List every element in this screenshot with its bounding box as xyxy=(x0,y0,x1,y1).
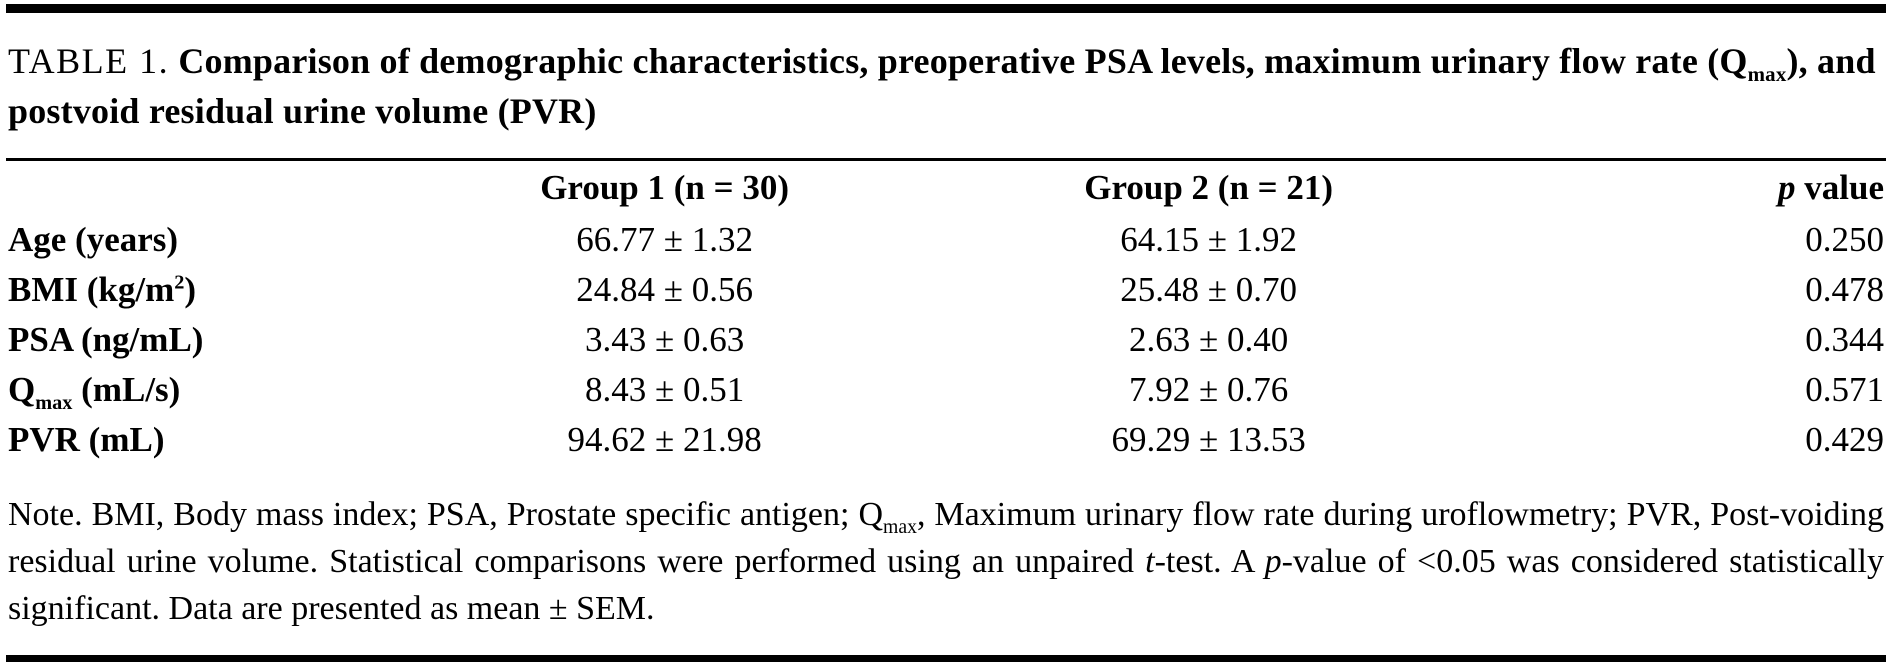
cell-pvalue: 0.478 xyxy=(1805,270,1884,309)
table-row-psa: PSA (ng/mL) 3.43 ± 0.63 2.63 ± 0.40 0.34… xyxy=(8,315,1884,365)
bottom-rule xyxy=(6,655,1886,662)
col-header-empty xyxy=(8,161,421,215)
row-label: PVR (mL) xyxy=(8,420,165,459)
table-row-qmax: Qmax (mL/s) 8.43 ± 0.51 7.92 ± 0.76 0.57… xyxy=(8,365,1884,415)
table-row-bmi: BMI (kg/m2) 24.84 ± 0.56 25.48 ± 0.70 0.… xyxy=(8,265,1884,315)
cell-pvalue: 0.250 xyxy=(1805,220,1884,259)
cell-group1: 3.43 ± 0.63 xyxy=(584,320,745,359)
cell-group2: 25.48 ± 0.70 xyxy=(1120,270,1297,309)
cell-group1: 8.43 ± 0.51 xyxy=(584,370,745,409)
cell-group2: 2.63 ± 0.40 xyxy=(1129,320,1289,359)
cell-group2: 64.15 ± 1.92 xyxy=(1120,220,1297,259)
cell-group2: 69.29 ± 13.53 xyxy=(1111,420,1306,459)
cell-pvalue: 0.429 xyxy=(1805,420,1884,459)
qmax-subscript: max xyxy=(883,515,917,538)
comparison-table: Group 1 (n = 30) Group 2 (n = 21) p valu… xyxy=(8,161,1884,465)
p-value-italic: p xyxy=(1264,543,1282,580)
squared-superscript: 2 xyxy=(174,271,185,294)
row-label: BMI (kg/m2) xyxy=(8,270,197,309)
table-header: Group 1 (n = 30) Group 2 (n = 21) p valu… xyxy=(8,161,1884,215)
row-label: Age (years) xyxy=(8,220,179,259)
col-header-group2: Group 2 (n = 21) xyxy=(1084,168,1334,207)
col-header-pvalue: p value xyxy=(1778,168,1884,207)
table-row-age: Age (years) 66.77 ± 1.32 64.15 ± 1.92 0.… xyxy=(8,215,1884,265)
cell-pvalue: 0.344 xyxy=(1805,320,1884,359)
table-note: Note. BMI, Body mass index; PSA, Prostat… xyxy=(8,496,1884,627)
header-rule xyxy=(6,158,1886,161)
table-row-pvr: PVR (mL) 94.62 ± 21.98 69.29 ± 13.53 0.4… xyxy=(8,415,1884,465)
table-title-text: Comparison of demographic characteristic… xyxy=(8,41,1876,131)
table-body: Age (years) 66.77 ± 1.32 64.15 ± 1.92 0.… xyxy=(8,215,1884,465)
col-header-group1: Group 1 (n = 30) xyxy=(540,168,789,207)
header-row: Group 1 (n = 30) Group 2 (n = 21) p valu… xyxy=(8,161,1884,215)
cell-group1: 24.84 ± 0.56 xyxy=(576,270,753,309)
cell-group2: 7.92 ± 0.76 xyxy=(1129,370,1289,409)
cell-group1: 66.77 ± 1.32 xyxy=(576,220,753,259)
qmax-subscript: max xyxy=(1747,62,1787,87)
qmax-subscript: max xyxy=(35,392,73,414)
table-number-label: TABLE 1. xyxy=(8,41,170,81)
row-label: Qmax (mL/s) xyxy=(8,370,181,414)
t-test-italic: t xyxy=(1145,543,1155,580)
row-label: PSA (ng/mL) xyxy=(8,320,204,359)
top-rule xyxy=(6,4,1886,13)
cell-pvalue: 0.571 xyxy=(1805,370,1884,409)
table-title: TABLE 1. Comparison of demographic chara… xyxy=(8,36,1884,136)
cell-group1: 94.62 ± 21.98 xyxy=(567,420,762,459)
